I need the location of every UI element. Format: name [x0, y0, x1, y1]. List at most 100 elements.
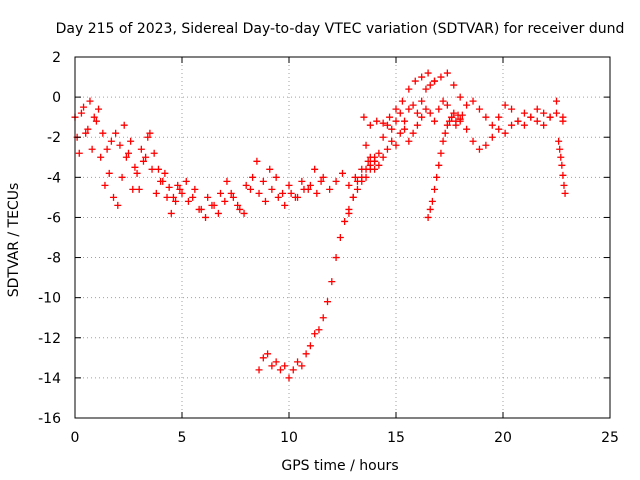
data-point: [358, 177, 366, 185]
data-point: [125, 149, 132, 157]
data-point: [189, 193, 197, 201]
data-point: [431, 77, 439, 85]
data-point: [236, 205, 244, 213]
data-point: [319, 173, 327, 181]
data-point: [142, 153, 150, 161]
data-point: [373, 117, 381, 125]
data-point: [294, 358, 302, 366]
data-point: [386, 113, 394, 121]
series-track-e: [362, 97, 567, 173]
series-track-f: [345, 77, 439, 213]
data-point: [456, 115, 464, 123]
x-tick-label: 25: [601, 430, 619, 446]
data-point: [86, 97, 94, 105]
data-point: [560, 181, 568, 189]
data-point: [311, 165, 319, 173]
data-point: [285, 374, 293, 382]
data-point: [204, 193, 212, 201]
data-point: [80, 103, 88, 111]
data-point: [463, 125, 471, 133]
data-point: [426, 81, 434, 89]
data-point: [520, 109, 528, 117]
chart-title: Day 215 of 2023, Sidereal Day-to-day VTE…: [56, 21, 625, 37]
data-point: [398, 97, 406, 105]
data-point: [401, 117, 409, 125]
data-point: [501, 129, 509, 137]
data-point: [95, 105, 103, 113]
data-point: [246, 185, 254, 193]
data-point: [122, 153, 130, 161]
data-point: [540, 109, 548, 117]
data-point: [422, 105, 430, 113]
data-point: [135, 185, 143, 193]
data-point: [514, 117, 522, 125]
data-point: [291, 193, 299, 201]
data-point: [557, 153, 565, 161]
data-point: [441, 129, 449, 137]
series-track-h: [555, 137, 569, 197]
data-point: [345, 205, 353, 213]
data-point: [428, 197, 436, 205]
data-point: [375, 161, 383, 169]
data-point: [426, 109, 434, 117]
data-point: [392, 117, 400, 125]
data-point: [259, 177, 267, 185]
data-point: [208, 201, 216, 209]
data-point: [422, 85, 430, 93]
data-point: [82, 129, 90, 137]
data-point: [443, 121, 451, 129]
data-point: [105, 169, 113, 177]
data-point: [298, 362, 306, 370]
y-tick-label: -12: [38, 331, 61, 347]
data-point: [127, 137, 135, 145]
data-point: [133, 169, 141, 177]
data-point: [152, 189, 160, 197]
data-point: [116, 141, 124, 149]
data-point: [383, 145, 391, 153]
data-point: [508, 105, 516, 113]
data-point: [388, 125, 396, 133]
data-point: [392, 105, 400, 113]
data-point: [255, 189, 263, 197]
data-point: [289, 366, 297, 374]
data-point: [146, 129, 154, 137]
data-point: [553, 109, 560, 117]
grid-lines: [75, 57, 610, 418]
data-point: [366, 121, 374, 129]
data-point: [413, 109, 421, 117]
data-point: [488, 121, 496, 129]
data-point: [409, 129, 417, 137]
data-point: [304, 185, 312, 193]
data-point: [223, 177, 231, 185]
data-point: [418, 97, 426, 105]
x-axis: 0 5 10 15 20 25: [71, 57, 619, 446]
data-point: [150, 149, 158, 157]
data-point: [366, 153, 374, 161]
x-axis-label: GPS time / hours: [281, 458, 398, 474]
x-tick-label: 10: [280, 430, 298, 446]
data-point: [281, 201, 289, 209]
data-point: [276, 366, 284, 374]
data-point: [396, 129, 404, 137]
y-tick-label: -6: [47, 210, 61, 226]
data-point: [114, 201, 122, 209]
data-point: [362, 141, 370, 149]
data-point: [379, 153, 387, 161]
data-point: [555, 137, 563, 145]
data-point: [469, 97, 477, 105]
data-point: [172, 197, 180, 205]
x-tick-label: 0: [71, 430, 80, 446]
data-point: [120, 121, 128, 129]
data-point: [351, 173, 359, 181]
data-point: [266, 165, 274, 173]
y-axis: -16 -14 -12 -10 -8 -6 -4 -2 0 2: [38, 50, 610, 427]
data-point: [97, 153, 105, 161]
data-point: [249, 173, 257, 181]
data-point: [274, 193, 282, 201]
data-point: [326, 185, 334, 193]
data-point: [383, 121, 391, 129]
data-point: [409, 101, 417, 109]
data-point: [259, 354, 267, 362]
